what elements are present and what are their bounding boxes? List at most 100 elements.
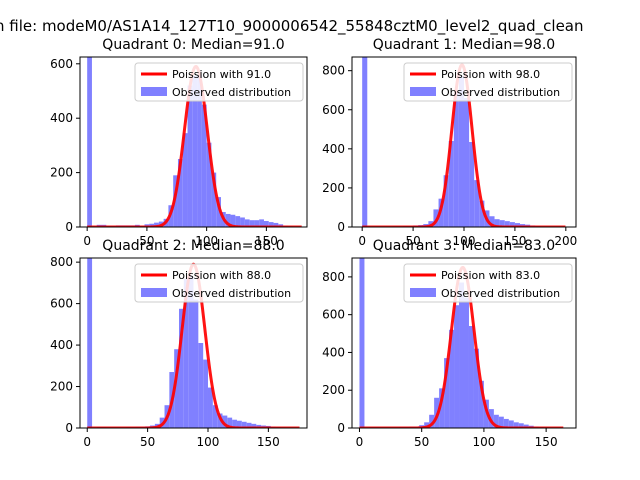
legend-hist-swatch	[410, 288, 436, 297]
y-tick-label: 0	[337, 220, 345, 234]
histogram-bar	[192, 76, 198, 227]
histogram-bar	[149, 223, 155, 227]
legend-box	[134, 263, 304, 303]
y-tick-label: 800	[322, 64, 345, 78]
histogram-bar	[469, 142, 475, 227]
subplot-title: Quadrant 0: Median=91.0	[102, 37, 284, 53]
histogram-bar	[263, 221, 269, 227]
x-tick-label: 200	[554, 234, 577, 248]
axes-frame	[79, 257, 308, 429]
figure-suptitle: n file: modeM0/AS1A14_127T10_9000006542_…	[0, 17, 584, 36]
histogram-bar	[254, 220, 260, 227]
histogram-bar	[268, 222, 274, 227]
y-tick-label: 600	[322, 103, 345, 117]
legend-label-poisson: Poission with 91.0	[172, 68, 271, 81]
histogram-bar	[244, 219, 250, 227]
histogram-bar	[198, 343, 204, 428]
histogram-bar	[273, 222, 279, 227]
histogram-bar	[183, 278, 189, 428]
histogram-bar	[227, 417, 233, 428]
histogram-bar	[444, 358, 450, 428]
histogram-bar	[498, 416, 504, 428]
histogram-bar	[222, 415, 228, 428]
legend-label-observed: Observed distribution	[172, 86, 291, 99]
y-tick-label: 200	[322, 181, 345, 195]
histogram-bar	[174, 349, 180, 428]
x-tick-label: 0	[83, 435, 91, 449]
y-tick-label: 0	[337, 421, 345, 435]
histogram-bar	[494, 219, 500, 227]
histogram-bar	[240, 217, 245, 227]
histogram-bar	[473, 348, 479, 428]
histogram-bar	[513, 422, 519, 428]
legend-label-poisson: Poission with 83.0	[441, 269, 540, 282]
histogram-bar	[429, 414, 435, 428]
histogram-bar	[246, 422, 252, 428]
histogram-bars	[359, 258, 559, 428]
legend: Poission with 83.0 Observed distribution	[403, 263, 573, 303]
legend-hist-swatch	[410, 87, 436, 96]
y-tick-label: 400	[322, 345, 345, 359]
histogram-bar	[259, 219, 264, 227]
histogram-bar	[443, 175, 449, 227]
histogram-bar	[236, 420, 242, 428]
y-tick-label: 200	[50, 166, 73, 180]
histogram-bar	[464, 98, 470, 227]
y-tick-label: 200	[322, 383, 345, 397]
subplot-quadrant-0: 0 50 100 150 0 200 400 600 Poission with 91.0 Obs…	[50, 37, 308, 248]
legend-hist-swatch	[141, 288, 167, 297]
x-tick-label: 150	[255, 234, 278, 248]
x-tick-label: 0	[358, 234, 366, 248]
legend: Poission with 91.0 Observed distribution	[134, 62, 304, 102]
histogram-bar	[508, 420, 514, 428]
histogram-bar	[362, 57, 368, 227]
subplot-quadrant-3: 0 50 100 150 0 200 400 600 800 Poission with 83.0…	[322, 238, 577, 449]
y-tick-label: 600	[50, 297, 73, 311]
histogram-bar	[179, 308, 184, 428]
legend-label-poisson: Poission with 98.0	[441, 68, 540, 81]
histogram-bar	[230, 214, 236, 227]
x-tick-label: 50	[405, 234, 420, 248]
histogram-bar	[235, 216, 241, 227]
legend-hist-swatch	[141, 87, 167, 96]
histogram-bar	[251, 423, 257, 428]
histogram-bar	[197, 74, 202, 227]
histogram-bar	[154, 222, 159, 227]
legend: Poission with 88.0 Observed distribution	[134, 263, 304, 303]
y-tick-label: 0	[65, 220, 73, 234]
legend-box	[134, 62, 304, 102]
subplot-title: Quadrant 2: Median=88.0	[102, 238, 284, 254]
histogram-bar	[207, 387, 213, 428]
legend-label-poisson: Poission with 88.0	[172, 269, 271, 282]
subplot-grid: 0 50 100 150 0 200 400 600 Poission with 91.0 Obs…	[50, 37, 577, 449]
histogram-bar	[216, 197, 221, 227]
x-tick-label: 0	[83, 234, 91, 248]
histogram-bar	[514, 223, 520, 227]
histogram-bar	[468, 326, 474, 428]
histogram-bar	[203, 359, 208, 428]
histogram-bar	[499, 220, 505, 227]
y-tick-label: 800	[50, 255, 73, 269]
histogram-bar	[489, 216, 495, 227]
histogram-bar	[201, 104, 207, 227]
histogram-bar	[449, 329, 455, 428]
subplot-title: Quadrant 1: Median=98.0	[373, 37, 555, 53]
histogram-bar	[439, 388, 445, 428]
histogram-bar	[504, 221, 510, 227]
histogram-bar	[193, 299, 199, 428]
x-tick-label: 50	[139, 234, 154, 248]
histogram-bar	[212, 405, 218, 428]
legend-label-observed: Observed distribution	[172, 287, 291, 300]
histogram-bar	[458, 76, 464, 227]
x-tick-label: 50	[140, 435, 155, 449]
histogram-bar	[448, 141, 454, 227]
x-tick-label: 150	[257, 435, 280, 449]
histogram-bar	[474, 180, 480, 227]
histogram-bar	[211, 172, 217, 227]
legend-label-observed: Observed distribution	[441, 287, 560, 300]
histogram-bar	[523, 424, 529, 428]
histogram-bar	[256, 424, 262, 428]
axes-frame	[351, 257, 577, 429]
y-tick-label: 400	[50, 338, 73, 352]
